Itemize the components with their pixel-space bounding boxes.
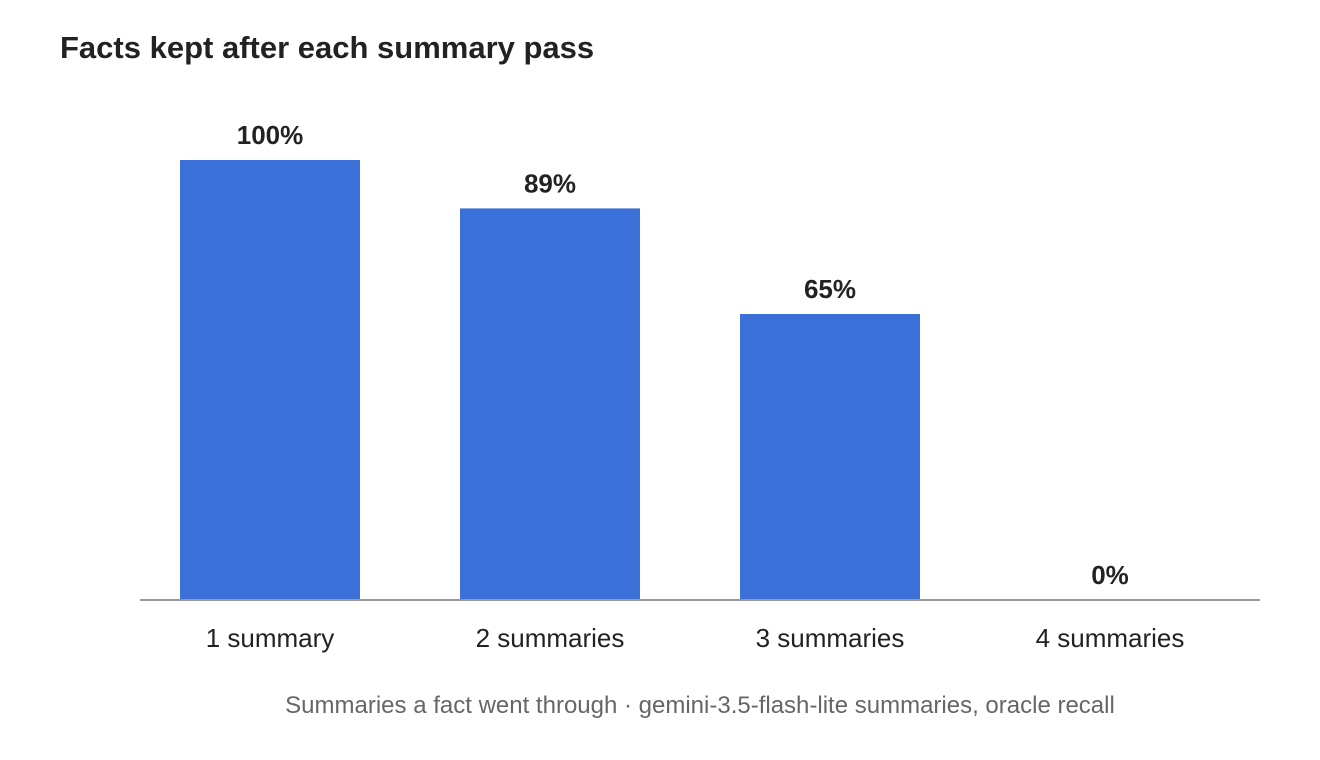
x-tick-label-2: 2 summaries [476, 623, 625, 653]
data-label-4: 0% [1091, 560, 1129, 590]
x-tick-label-1: 1 summary [206, 623, 335, 653]
bar-2 [460, 208, 640, 600]
x-axis-label: Summaries a fact went through · gemini-3… [285, 692, 1115, 719]
data-label-1: 100% [237, 120, 304, 150]
data-label-2: 89% [524, 168, 576, 198]
data-label-3: 65% [804, 274, 856, 304]
x-tick-label-4: 4 summaries [1036, 623, 1185, 653]
bar-3 [740, 314, 920, 600]
bar-1 [180, 160, 360, 600]
x-tick-label-3: 3 summaries [756, 623, 905, 653]
chart-title: Facts kept after each summary pass [60, 30, 595, 65]
